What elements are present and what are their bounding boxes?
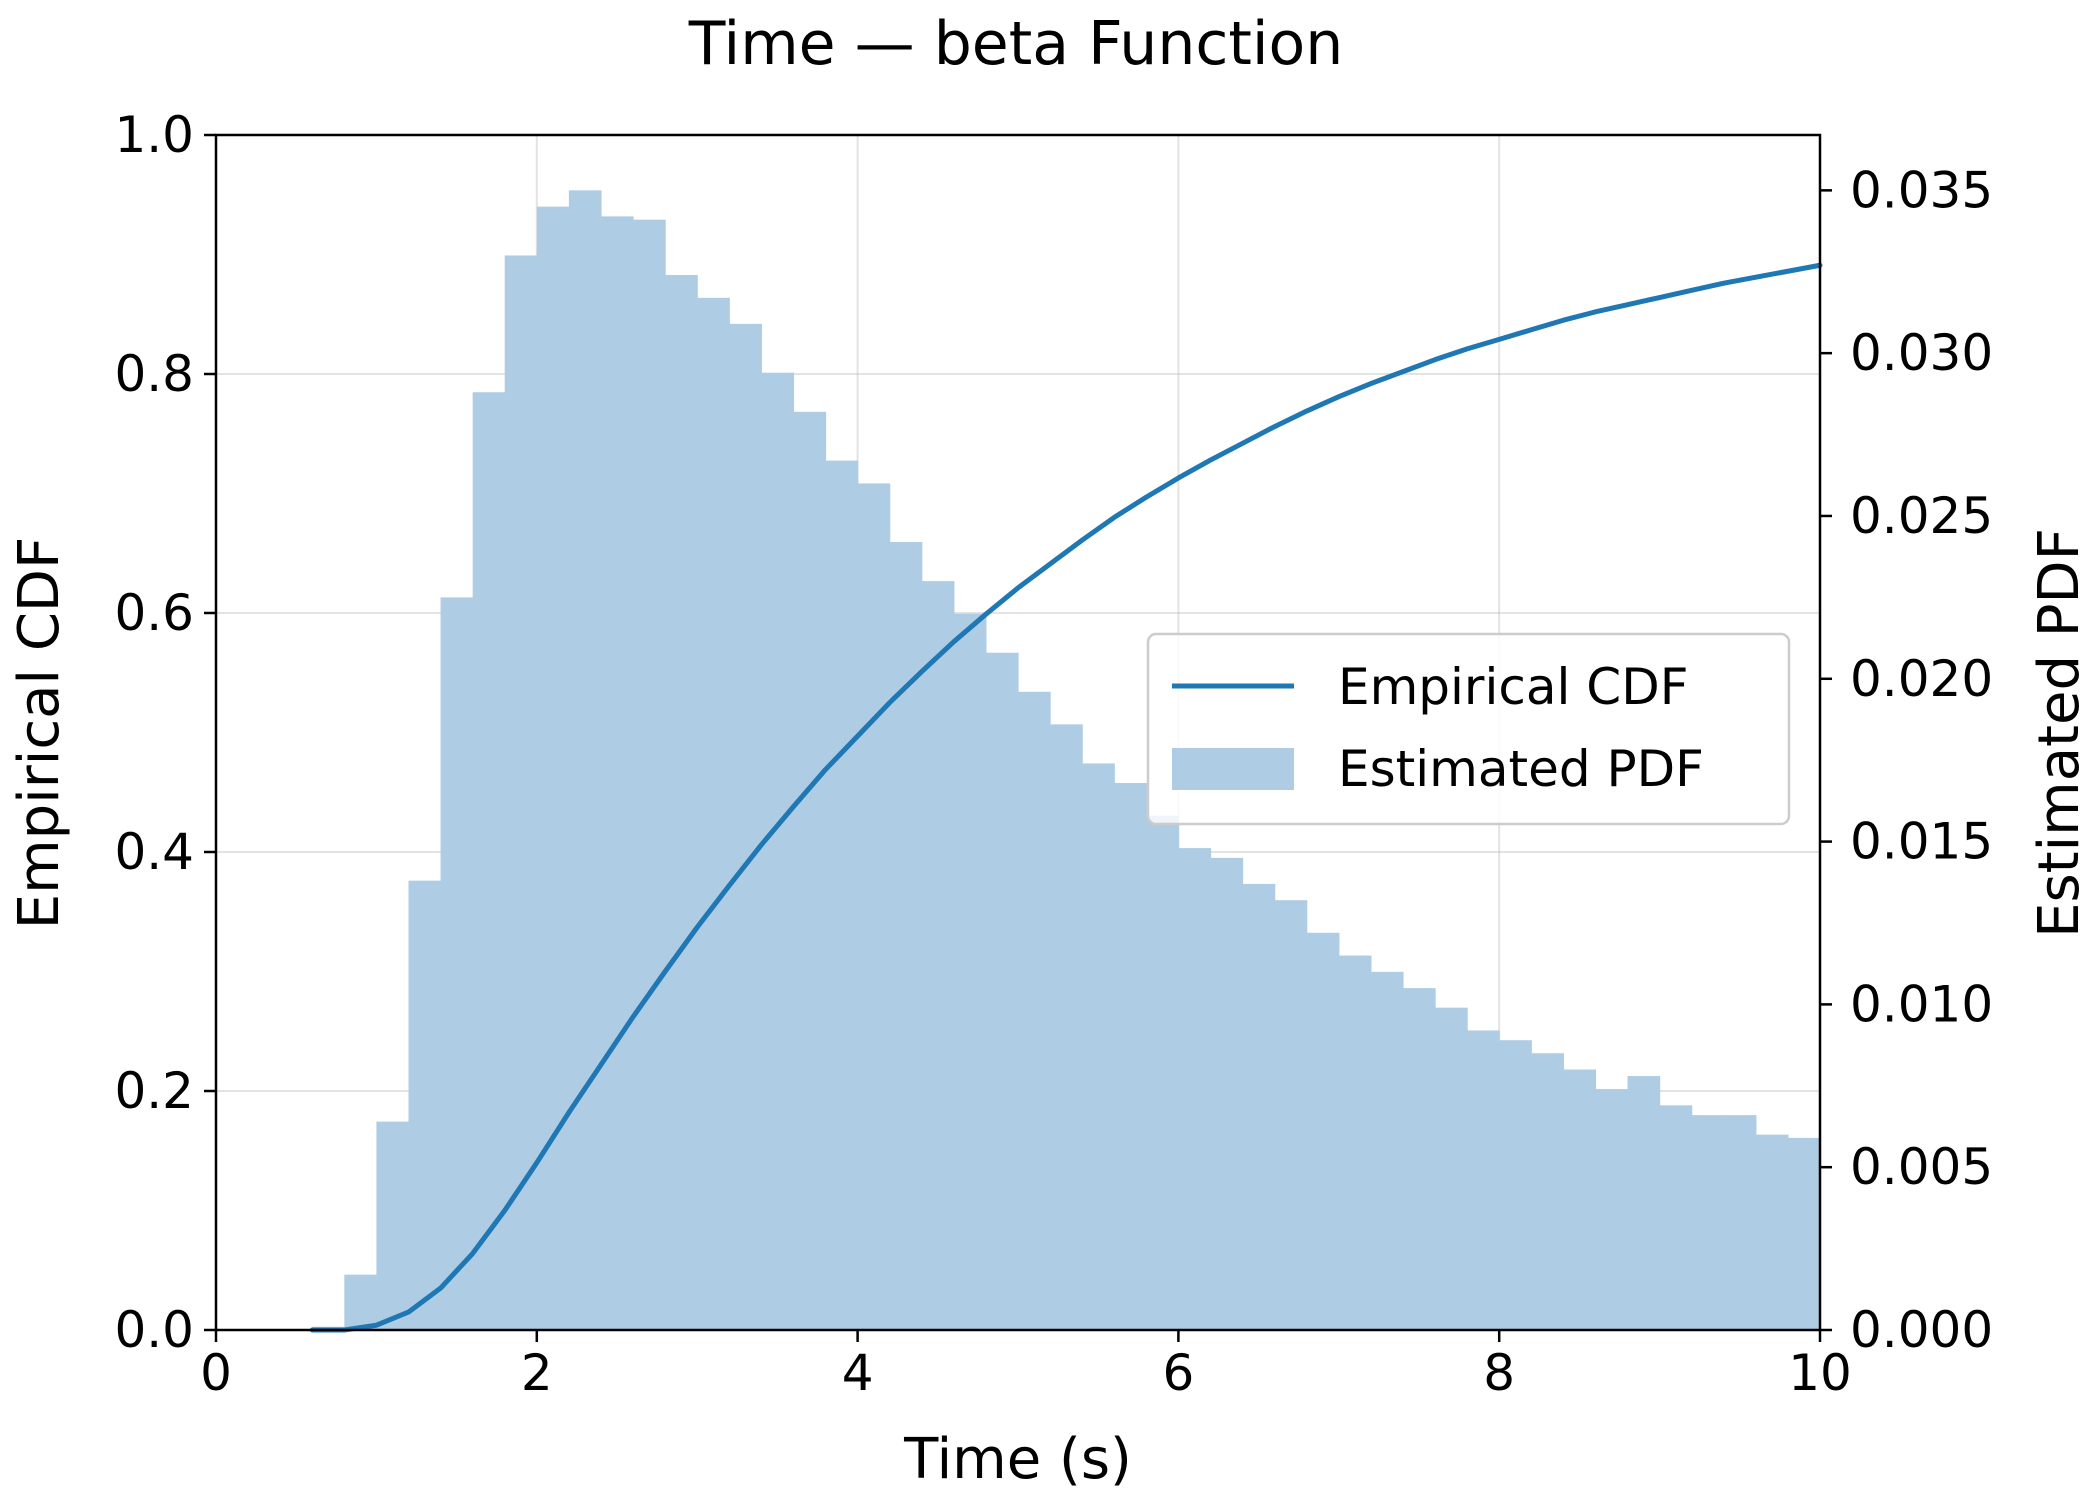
y-left-tick-label: 0.2 xyxy=(114,1062,194,1120)
legend-label-pdf: Estimated PDF xyxy=(1338,740,1704,798)
pdf-bar xyxy=(1050,724,1083,1330)
pdf-bar xyxy=(1146,815,1179,1330)
pdf-histogram xyxy=(312,190,1821,1331)
y-left-tick-label: 0.6 xyxy=(114,584,194,642)
pdf-bar xyxy=(1563,1069,1597,1330)
x-tick-label: 8 xyxy=(1483,1344,1515,1402)
y-left-tick-label: 0.8 xyxy=(114,345,194,403)
pdf-bar xyxy=(857,483,891,1330)
x-tick-label: 4 xyxy=(842,1344,874,1402)
x-axis-label: Time (s) xyxy=(903,1427,1132,1492)
pdf-bar xyxy=(729,323,762,1330)
pdf-bar xyxy=(889,542,923,1330)
pdf-bar xyxy=(1210,857,1244,1330)
pdf-bar xyxy=(1242,883,1276,1330)
cdf-line xyxy=(309,262,1823,1333)
pdf-bar xyxy=(1178,848,1212,1330)
pdf-bar xyxy=(408,880,442,1330)
y-left-tick-label: 1.0 xyxy=(114,106,194,164)
legend-swatch-pdf xyxy=(1172,748,1294,790)
y-left-tick-label: 0.4 xyxy=(114,823,194,881)
pdf-bar xyxy=(1627,1076,1661,1330)
x-tick-label: 2 xyxy=(521,1344,553,1402)
y-right-tick-label: 0.035 xyxy=(1850,161,1993,219)
y-left-tick-label: 0.0 xyxy=(114,1301,194,1359)
y-axis-left: 0.0 0.2 0.4 0.6 0.8 1.0 xyxy=(114,106,216,1359)
y-axis-left-label: Empirical CDF xyxy=(7,537,72,930)
pdf-bar xyxy=(504,255,538,1331)
x-tick-label: 0 xyxy=(200,1344,232,1402)
legend: Empirical CDF Estimated PDF xyxy=(1146,632,1791,826)
pdf-bar xyxy=(697,297,730,1331)
y-axis-right-label: Estimated PDF xyxy=(2027,528,2092,938)
pdf-bar xyxy=(1659,1105,1693,1330)
pdf-bar xyxy=(1274,900,1308,1330)
y-axis-right: 0.000 0.005 0.010 0.015 0.020 0.025 0.030 0.035 xyxy=(1820,161,1993,1359)
pdf-bar xyxy=(665,275,698,1330)
pdf-bar xyxy=(1531,1053,1564,1330)
pdf-bar xyxy=(793,411,827,1330)
x-tick-label: 10 xyxy=(1788,1344,1852,1402)
pdf-bar xyxy=(440,597,474,1330)
pdf-bar xyxy=(1691,1115,1725,1330)
pdf-bar xyxy=(1370,971,1404,1330)
pdf-bar xyxy=(536,206,570,1330)
pdf-bar xyxy=(376,1121,410,1330)
pdf-bar xyxy=(1018,691,1051,1330)
y-right-tick-label: 0.025 xyxy=(1850,487,1993,545)
pdf-bar xyxy=(1402,988,1436,1330)
pdf-bar xyxy=(1435,1007,1468,1330)
pdf-bar xyxy=(1723,1115,1757,1330)
y-right-tick-label: 0.020 xyxy=(1850,650,1993,708)
x-tick-label: 6 xyxy=(1162,1344,1194,1402)
pdf-bar xyxy=(600,216,634,1330)
pdf-bar xyxy=(344,1274,377,1330)
pdf-bar xyxy=(633,219,666,1330)
pdf-bar xyxy=(1467,1030,1500,1330)
pdf-bar xyxy=(1787,1137,1821,1330)
pdf-bar xyxy=(568,190,602,1330)
pdf-bar xyxy=(1499,1040,1532,1330)
pdf-bar xyxy=(1755,1134,1789,1330)
pdf-bar xyxy=(921,581,955,1330)
pdf-bar xyxy=(953,613,987,1330)
pdf-bar xyxy=(1595,1089,1629,1330)
legend-box xyxy=(1146,632,1791,826)
pdf-bar xyxy=(1338,955,1372,1330)
pdf-bar xyxy=(985,652,1019,1330)
chart-title: Time — beta Function xyxy=(688,9,1344,79)
pdf-bar xyxy=(761,372,795,1331)
x-axis: 0 2 4 6 8 10 xyxy=(200,1330,1852,1402)
y-right-tick-label: 0.030 xyxy=(1850,324,1993,382)
y-right-tick-label: 0.010 xyxy=(1850,975,1993,1033)
pdf-bar xyxy=(472,392,506,1330)
y-right-tick-label: 0.000 xyxy=(1850,1301,1993,1359)
pdf-bar xyxy=(1082,763,1115,1330)
pdf-bar xyxy=(1306,932,1340,1330)
pdf-bar xyxy=(1114,782,1147,1330)
legend-label-cdf: Empirical CDF xyxy=(1338,658,1688,716)
y-right-tick-label: 0.015 xyxy=(1850,813,1993,871)
pdf-bar xyxy=(825,460,859,1331)
y-right-tick-label: 0.005 xyxy=(1850,1138,1993,1196)
plot-frame xyxy=(214,133,1822,1332)
